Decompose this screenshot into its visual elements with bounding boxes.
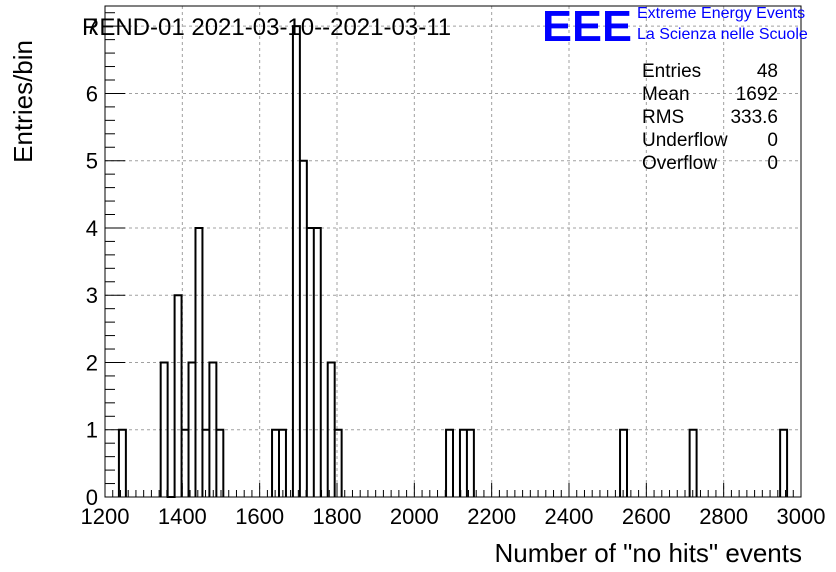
histogram-bin <box>216 430 223 497</box>
histogram-bin <box>202 430 209 497</box>
x-tick-label: 2600 <box>622 504 671 529</box>
y-axis-label: Entries/bin <box>8 40 38 163</box>
histogram-bin <box>780 430 787 497</box>
eee-logo-mark: EEE <box>542 2 632 51</box>
logo-text-line2: La Scienza nelle Scuole <box>637 26 808 43</box>
stats-value: 0 <box>767 153 778 174</box>
stats-label: Overflow <box>642 153 717 174</box>
x-axis-ticks: 1200 1400 1600 1800 2000 2200 2400 2600 2800 3000 <box>81 483 826 529</box>
histogram-bin <box>620 430 627 497</box>
x-tick-label: 2000 <box>390 504 439 529</box>
y-tick-label: 3 <box>86 283 98 308</box>
histogram-bin <box>690 430 697 497</box>
logo-text-line1: Extreme Energy Events <box>637 5 805 22</box>
eee-logo: EEE Extreme Energy Events La Scienza nel… <box>542 2 808 51</box>
y-tick-label: 4 <box>86 216 98 241</box>
y-tick-label: 0 <box>86 485 98 510</box>
stats-label: Mean <box>642 84 690 105</box>
histogram-bin <box>335 430 342 497</box>
histogram-bin <box>460 430 467 497</box>
x-axis-label: Number of "no hits" events <box>495 538 803 568</box>
y-tick-label: 6 <box>86 81 98 106</box>
stats-value: 48 <box>757 61 778 82</box>
histogram-bin <box>119 430 126 497</box>
y-tick-label: 2 <box>86 350 98 375</box>
y-tick-label: 5 <box>86 149 98 174</box>
histogram-bin <box>446 430 453 497</box>
histogram-bin <box>293 26 300 497</box>
histogram-bin <box>467 430 474 497</box>
x-tick-label: 2800 <box>699 504 748 529</box>
x-tick-label: 1600 <box>235 504 284 529</box>
y-tick-label: 1 <box>86 418 98 443</box>
x-tick-label: 2200 <box>467 504 516 529</box>
y-tick-label: 7 <box>86 14 98 39</box>
y-axis-ticks: 0 1 2 3 4 5 6 7 <box>86 12 125 510</box>
histogram-bin <box>300 161 307 497</box>
histogram-bin <box>279 430 286 497</box>
stats-value: 333.6 <box>730 107 778 128</box>
x-tick-label: 1800 <box>313 504 362 529</box>
stats-value: 0 <box>767 130 778 151</box>
histogram-bin <box>175 295 182 497</box>
stats-label: Entries <box>642 61 701 82</box>
x-tick-label: 2400 <box>545 504 594 529</box>
stats-label: Underflow <box>642 130 728 151</box>
x-tick-label: 1200 <box>81 504 130 529</box>
chart-title: REND-01 2021-03-10--2021-03-11 <box>82 14 451 41</box>
stats-label: RMS <box>642 107 684 128</box>
x-tick-label: 3000 <box>777 504 826 529</box>
stats-value: 1692 <box>736 84 778 105</box>
histogram-bin <box>272 430 279 497</box>
x-tick-label: 1400 <box>158 504 207 529</box>
